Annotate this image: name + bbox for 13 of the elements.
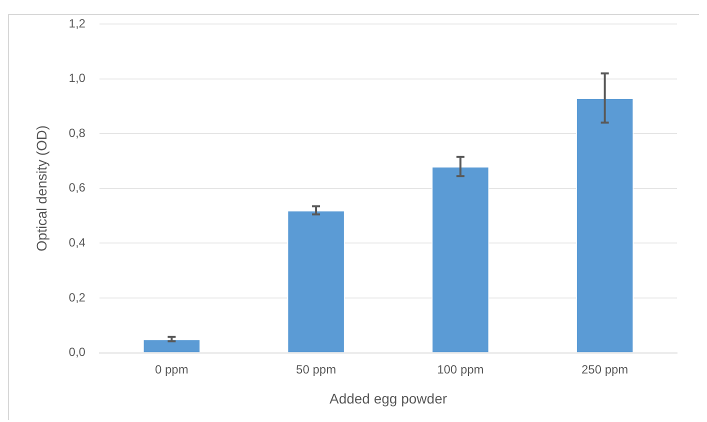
x-tick-label: 250 ppm (581, 362, 628, 376)
y-tick-label: 0,2 (68, 290, 86, 304)
x-axis-title: Added egg powder (329, 390, 448, 406)
y-tick-label: 0,6 (68, 180, 86, 195)
y-tick-label: 1,0 (68, 71, 86, 86)
y-axis-title: Optical density (OD) (33, 125, 50, 252)
x-tick-label: 50 ppm (296, 362, 336, 376)
y-tick-label: 0,4 (68, 236, 86, 250)
x-tick-label: 0 ppm (154, 362, 188, 376)
y-tick-label: 0,8 (68, 126, 86, 140)
x-tick-label: 100 ppm (437, 362, 484, 376)
y-tick-label: 1,2 (68, 16, 86, 30)
y-tick-label: 0,0 (68, 345, 86, 360)
